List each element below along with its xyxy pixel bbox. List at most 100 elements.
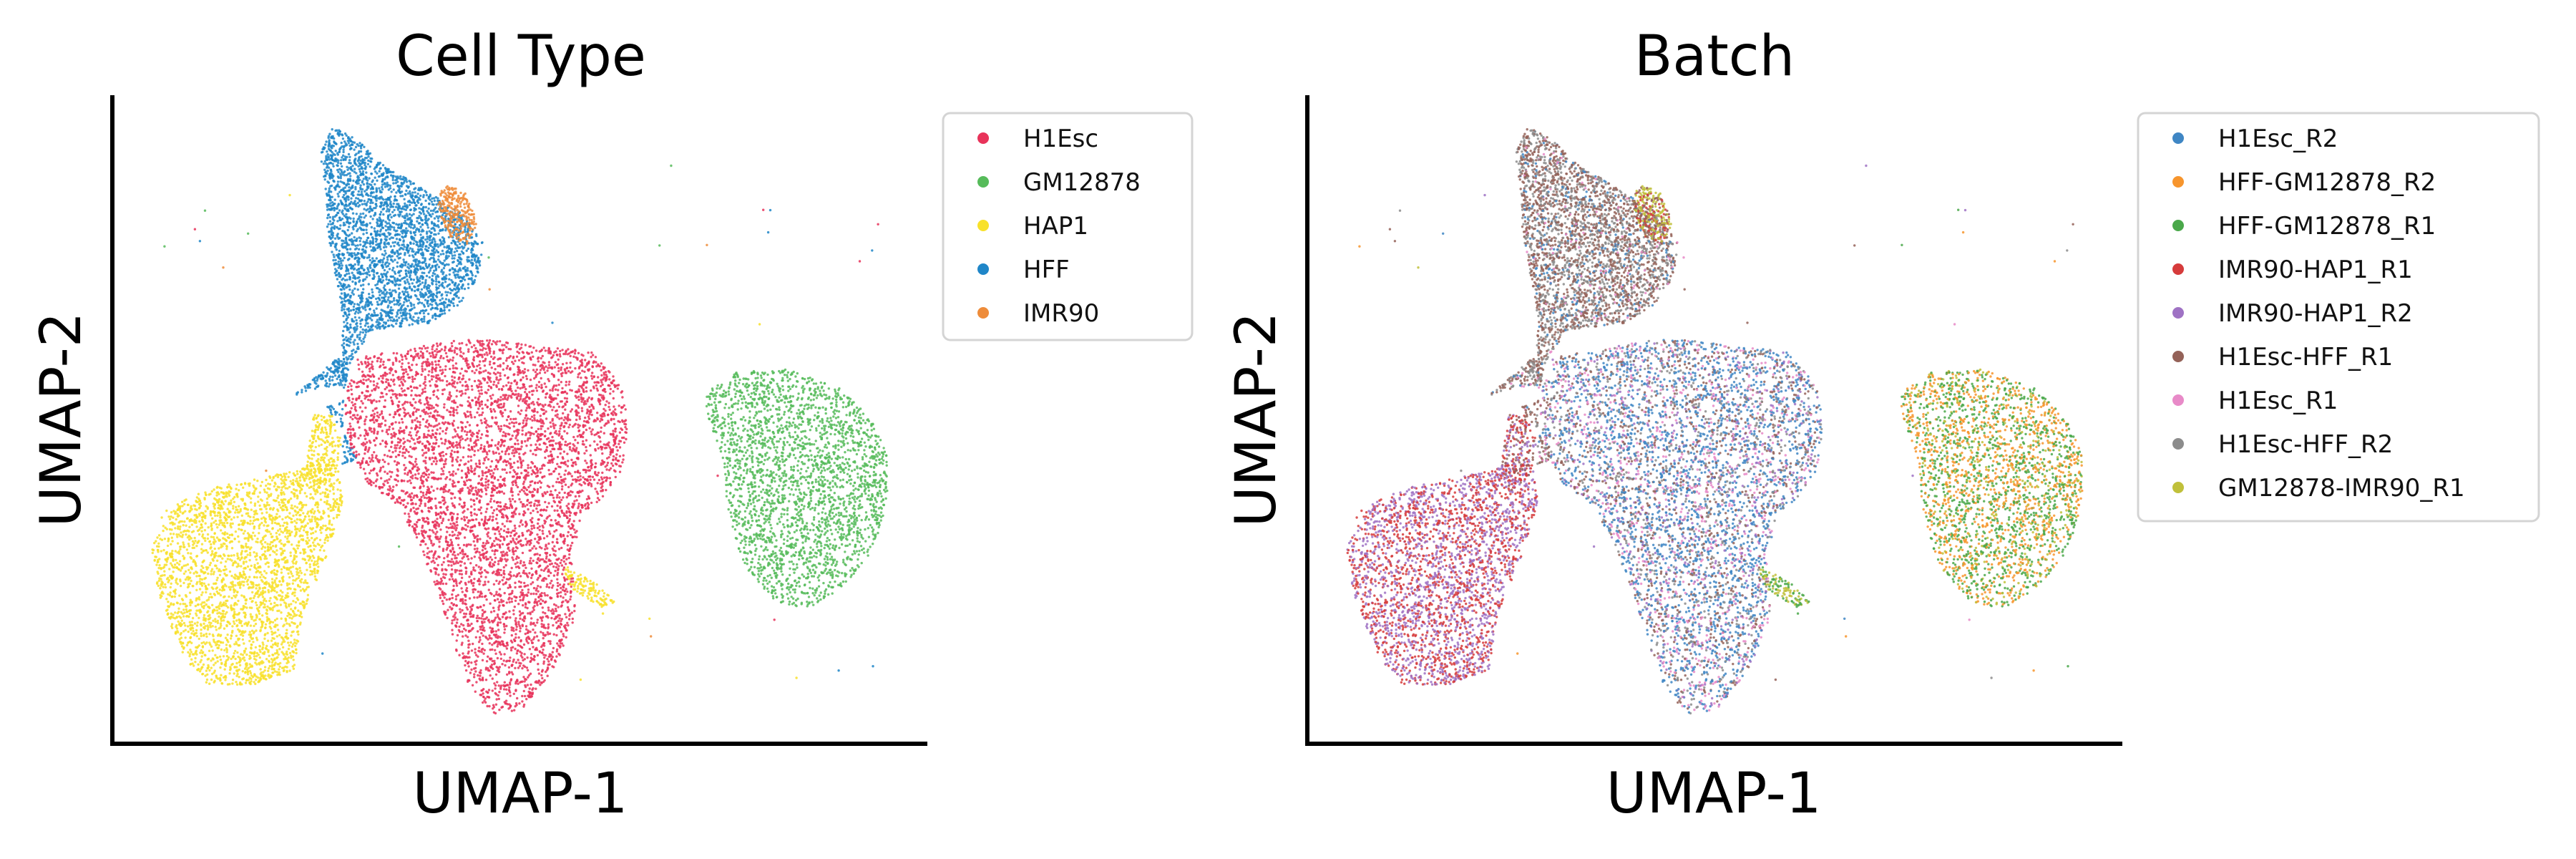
scatter-point	[355, 247, 358, 250]
scatter-point	[361, 319, 364, 321]
scatter-point	[404, 208, 408, 211]
scatter-point	[470, 222, 473, 225]
scatter-point	[428, 213, 431, 217]
scatter-point	[358, 162, 362, 165]
scatter-point	[355, 319, 358, 322]
scatter-point	[358, 248, 361, 251]
scatter-point	[558, 417, 561, 420]
scatter-point	[421, 261, 424, 264]
scatter-point	[367, 330, 370, 333]
scatter-point	[328, 187, 331, 190]
scatter-point	[348, 167, 351, 170]
scatter-point	[323, 168, 326, 171]
scatter-point	[381, 296, 384, 299]
scatter-point	[361, 203, 364, 205]
scatter-point	[457, 543, 460, 546]
scatter-point	[349, 335, 352, 339]
scatter-point	[348, 147, 352, 151]
scatter-point	[405, 180, 409, 183]
scatter-point	[450, 288, 453, 292]
scatter-point	[544, 403, 547, 407]
scatter-point	[530, 653, 533, 656]
scatter-point	[389, 205, 392, 208]
scatter-point	[361, 195, 364, 198]
scatter-point	[373, 227, 376, 230]
scatter-point	[480, 488, 483, 491]
scatter-point	[451, 281, 454, 284]
scatter-point	[346, 228, 349, 232]
scatter-point	[380, 220, 383, 223]
scatter-point	[449, 538, 452, 541]
scatter-point	[470, 416, 473, 419]
scatter-point	[497, 461, 499, 464]
scatter-point	[454, 247, 457, 250]
scatter-point	[414, 261, 417, 263]
scatter-point	[351, 169, 354, 172]
scatter-point	[451, 254, 454, 257]
scatter-point	[474, 223, 477, 225]
scatter-point	[391, 361, 394, 364]
scatter-point	[444, 301, 447, 304]
scatter-point	[391, 241, 394, 244]
scatter-point	[454, 270, 457, 273]
scatter-point	[337, 176, 340, 179]
scatter-point	[444, 537, 447, 540]
scatter-point	[432, 556, 435, 559]
scatter-point	[426, 238, 429, 241]
scatter-point	[403, 464, 406, 467]
scatter-point	[424, 205, 427, 209]
scatter-point	[391, 175, 394, 178]
scatter-point	[512, 475, 515, 478]
scatter-point	[348, 399, 351, 402]
scatter-point	[453, 293, 456, 296]
scatter-point	[337, 170, 340, 173]
scatter-point	[388, 262, 391, 266]
scatter-point	[385, 300, 388, 304]
scatter-point	[399, 302, 402, 306]
scatter-point	[467, 216, 470, 219]
scatter-point	[511, 481, 514, 484]
scatter-point	[433, 243, 436, 246]
scatter-point	[389, 195, 392, 198]
scatter-point	[517, 636, 520, 639]
scatter-point	[444, 365, 447, 368]
scatter-point	[423, 271, 426, 275]
scatter-point	[547, 364, 551, 367]
scatter-point	[337, 358, 340, 361]
scatter-point	[375, 307, 378, 310]
scatter-point	[334, 273, 338, 277]
scatter-point	[373, 309, 376, 312]
scatter-point	[410, 196, 413, 199]
scatter-point	[439, 299, 441, 302]
scatter-point	[341, 304, 344, 308]
scatter-point	[345, 273, 348, 276]
scatter-point	[328, 189, 331, 192]
scatter-point	[391, 210, 394, 213]
scatter-point	[439, 238, 441, 241]
scatter-point	[424, 299, 427, 301]
scatter-point	[470, 490, 473, 492]
scatter-point	[464, 243, 467, 247]
scatter-point	[346, 397, 350, 399]
scatter-point	[441, 369, 444, 372]
scatter-point	[391, 205, 395, 208]
scatter-point	[353, 200, 356, 203]
scatter-point	[573, 609, 576, 613]
scatter-point	[472, 220, 475, 223]
scatter-point	[453, 283, 456, 286]
scatter-point	[470, 622, 473, 626]
scatter-point	[322, 147, 326, 150]
scatter-point	[474, 258, 477, 261]
scatter-point	[406, 206, 409, 209]
scatter-point	[416, 217, 420, 220]
scatter-point	[409, 223, 413, 225]
scatter-point	[422, 475, 426, 478]
scatter-point	[408, 283, 411, 286]
scatter-point	[419, 265, 422, 268]
scatter-point	[519, 466, 523, 469]
scatter-point	[369, 240, 372, 243]
scatter-point	[338, 384, 341, 387]
scatter-point	[374, 264, 378, 267]
scatter-point	[368, 301, 371, 304]
scatter-point	[348, 276, 351, 278]
